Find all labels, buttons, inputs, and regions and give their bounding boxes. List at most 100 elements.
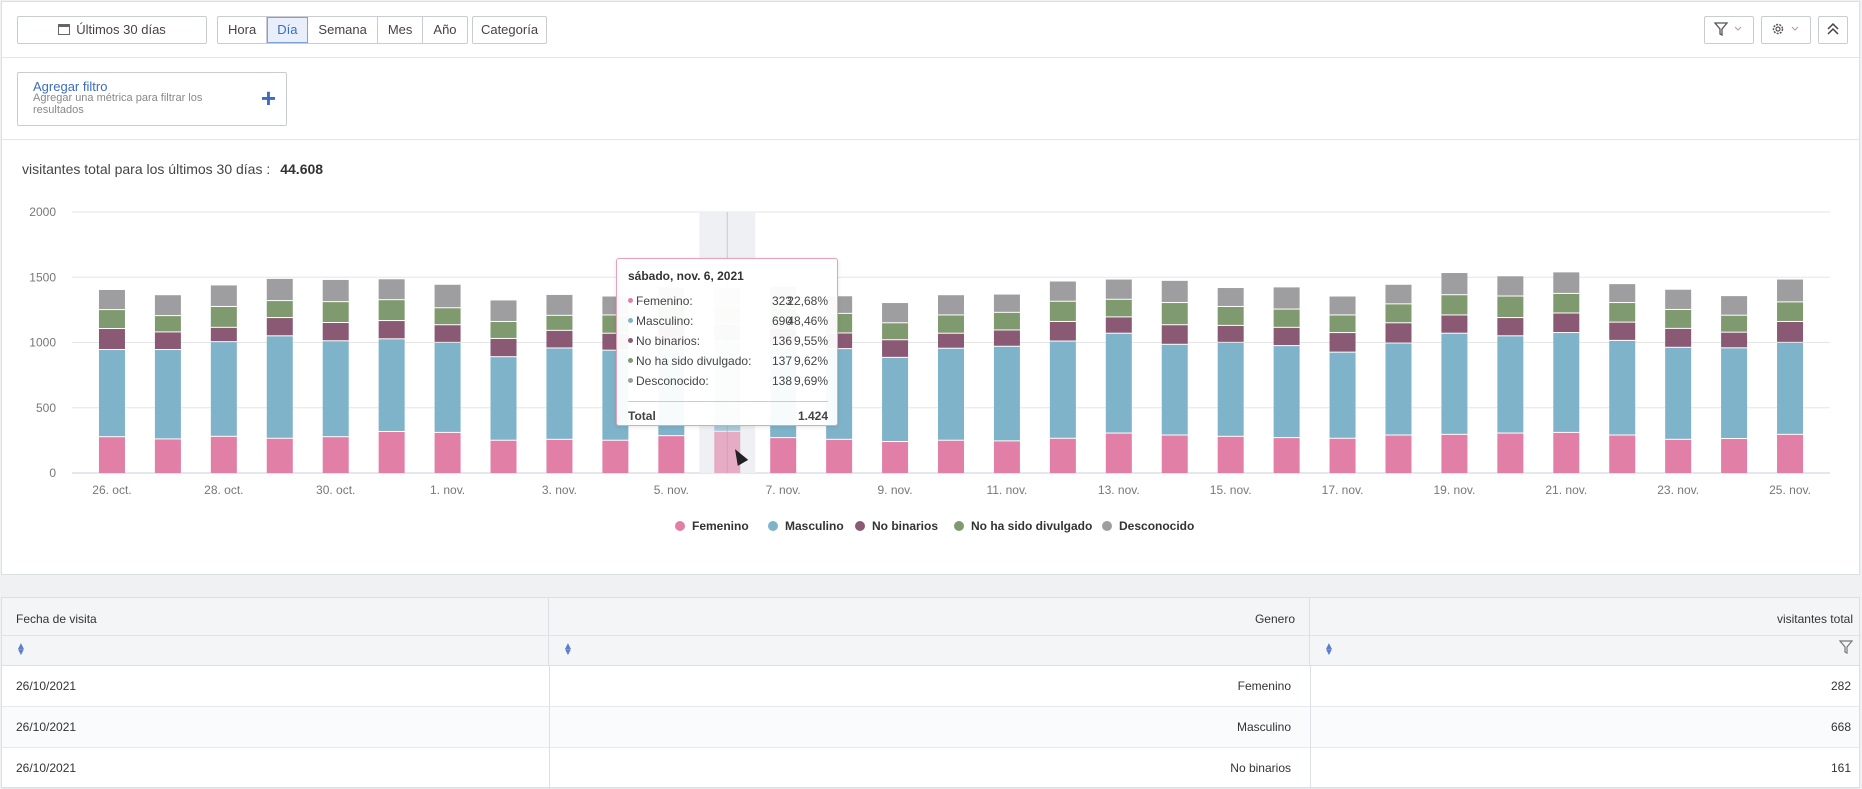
legend-label: Masculino [785,519,844,533]
bar-segment [322,437,349,473]
add-filter-button[interactable]: Agregar filtro Agregar una métrica para … [17,72,287,126]
bar-segment [1441,273,1468,295]
sort-icon[interactable]: ▲ ▼ [16,641,26,658]
bar-segment [882,442,909,473]
sort-icon[interactable]: ▲ ▼ [563,641,573,658]
column-header-genero[interactable]: Genero ▲ ▼ [549,598,1310,666]
bar-segment [1441,434,1468,473]
period-hour[interactable]: Hora [218,17,268,43]
bar-segment [434,325,461,342]
bar-segment [1273,309,1300,327]
table-row[interactable]: 26/10/2021 Masculino 668 [2,707,1859,748]
collapse-button[interactable] [1818,16,1848,44]
bar-segment [1385,304,1412,323]
bar-segment [378,279,405,300]
bar-segment [1105,333,1132,433]
bar-segment [490,357,517,440]
sort-icon[interactable]: ▲ ▼ [1324,641,1334,658]
period-year[interactable]: Año [433,22,457,37]
bar-segment [434,432,461,473]
bar-segment [546,348,573,439]
bar-segment [1777,321,1804,342]
period-week[interactable]: Semana [308,17,378,43]
summary-line: visitantes total para los últimos 30 día… [22,161,323,177]
bar-segment [826,439,853,473]
column-header-fecha[interactable]: Fecha de visita ▲ ▼ [2,598,549,666]
bar-segment [154,350,181,439]
bar-segment [1161,344,1188,435]
bar-segment [378,339,405,431]
tooltip-total: Total 1.424 [628,401,828,423]
x-tick-label: 25. nov. [1769,483,1811,497]
bar-segment [210,342,237,436]
bar-segment [98,289,125,310]
period-day[interactable]: Día [267,17,309,43]
x-tick-label: 21. nov. [1545,483,1587,497]
x-tick-label: 26. oct. [92,483,131,497]
bar-segment [1721,348,1748,439]
bar-segment [993,294,1020,312]
bar-segment [1049,281,1076,301]
bar-segment [882,323,909,340]
filter-icon[interactable] [1839,640,1853,654]
x-tick-label: 11. nov. [986,483,1027,497]
bar-segment [1329,352,1356,438]
bar-segment [490,440,517,473]
x-tick-label: 7. nov. [766,483,801,497]
bar-segment [490,321,517,338]
legend-label: No binarios [872,519,938,533]
bar-segment [1777,342,1804,434]
bar-segment [938,315,964,333]
x-tick-label: 3. nov. [542,483,577,497]
bar-segment [1329,315,1356,333]
summary-label: visitantes total para los últimos 30 día… [22,161,271,177]
bar-segment [1105,317,1132,333]
bar-segment [1105,279,1132,299]
date-range-button[interactable]: Últimos 30 días [17,16,207,44]
table-row[interactable]: 26/10/2021 No binarios 161 [2,748,1859,789]
bar-segment [1273,346,1300,438]
legend-marker [954,521,964,531]
settings-menu-button[interactable] [1761,16,1811,44]
bar-segment [938,295,964,315]
tooltip-row-no-divulgado: No ha sido divulgado: 137 9,62% [628,354,828,372]
bar-segment [882,357,909,442]
bar-segment [434,284,461,308]
filter-icon [1713,22,1742,37]
bar-segment [658,436,685,473]
bar-segment [1609,322,1636,340]
filter-bar: Agregar filtro Agregar una métrica para … [2,58,1859,140]
period-month[interactable]: Mes [378,17,424,43]
bar-segment [1385,284,1412,304]
y-tick-label: 1500 [29,270,56,284]
bar-segment [1497,276,1524,296]
bar-segment [1777,279,1804,302]
legend-marker [1102,521,1112,531]
bar-segment [210,306,237,327]
bar-segment [378,300,405,321]
plus-icon: + [260,83,276,113]
filter-menu-button[interactable] [1704,16,1754,44]
bar-segment [490,338,517,357]
bar-segment [1385,343,1412,435]
bar-segment [993,312,1020,330]
bar-segment [434,342,461,432]
bar-segment [1105,433,1132,473]
bar-segment [1609,284,1636,303]
bar-segment [1553,333,1580,432]
x-tick-label: 1. nov. [430,483,465,497]
date-range-label: Últimos 30 días [76,22,166,37]
category-button[interactable]: Categoría [472,16,547,44]
bar-segment [938,348,964,440]
bar-segment [1329,296,1356,315]
bar-segment [1665,309,1692,328]
bar-segment [1497,318,1524,336]
legend-marker [768,521,778,531]
bar-segment [1609,435,1636,473]
table-row[interactable]: 26/10/2021 Femenino 282 [2,666,1859,707]
add-filter-title: Agregar filtro [33,79,108,94]
column-header-visitantes[interactable]: visitantes total ▲ ▼ [1310,598,1861,666]
legend-marker [675,521,685,531]
bar-segment [1441,295,1468,315]
bar-segment [266,438,293,473]
